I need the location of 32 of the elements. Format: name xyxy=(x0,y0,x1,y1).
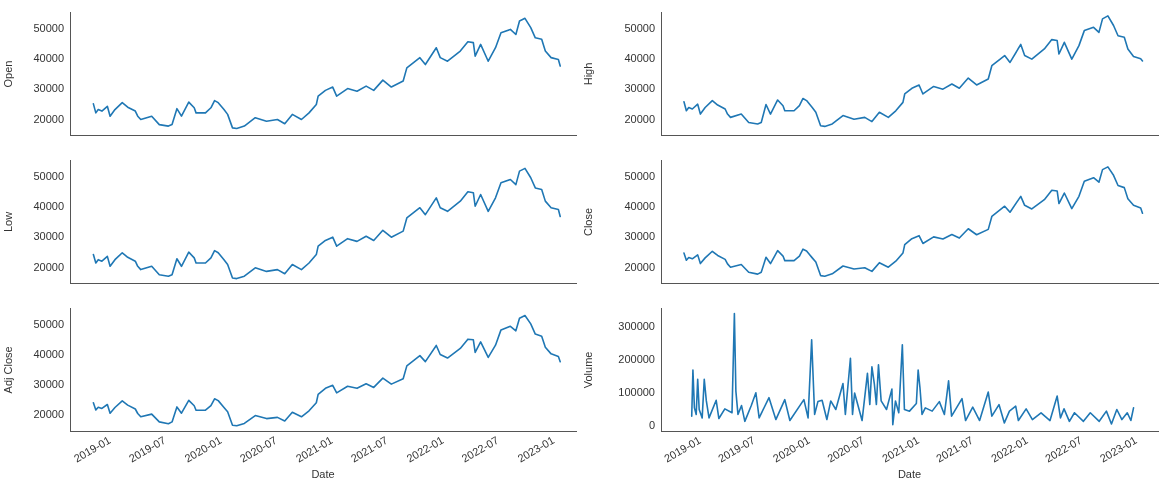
y-tick-label: 50000 xyxy=(33,170,64,183)
y-axis-title: Open xyxy=(1,60,14,88)
y-tick-label: 40000 xyxy=(33,200,64,213)
y-tick-label: 0 xyxy=(648,418,655,431)
y-tick-label: 30000 xyxy=(624,230,655,243)
x-axis-title: Date xyxy=(311,468,335,481)
y-tick-label: 200000 xyxy=(618,352,655,365)
y-tick-label: 20000 xyxy=(624,260,655,273)
y-tick-label: 300000 xyxy=(618,320,655,333)
y-axis-title: High xyxy=(581,62,594,86)
y-tick-label: 50000 xyxy=(624,170,655,183)
y-tick-label: 50000 xyxy=(33,318,64,331)
y-tick-label: 40000 xyxy=(624,52,655,65)
x-axis-title: Date xyxy=(897,468,922,481)
y-tick-label: 50000 xyxy=(624,22,655,35)
y-axis-title: Close xyxy=(581,207,594,237)
y-tick-label: 40000 xyxy=(624,200,655,213)
y-tick-label: 20000 xyxy=(33,112,64,125)
y-tick-label: 40000 xyxy=(33,52,64,65)
y-axis-title: Adj Close xyxy=(1,346,14,394)
y-tick-label: 30000 xyxy=(33,230,64,243)
y-tick-label: 20000 xyxy=(33,260,64,273)
y-tick-label: 20000 xyxy=(624,112,655,125)
y-tick-label: 50000 xyxy=(33,22,64,35)
y-axis-title: Low xyxy=(1,211,14,233)
y-tick-label: 30000 xyxy=(33,82,64,95)
y-tick-label: 100000 xyxy=(618,385,655,398)
y-axis-title: Volume xyxy=(581,351,594,389)
y-tick-label: 30000 xyxy=(624,82,655,95)
y-tick-label: 20000 xyxy=(33,408,64,421)
y-tick-label: 40000 xyxy=(33,348,64,361)
y-tick-label: 30000 xyxy=(33,378,64,391)
